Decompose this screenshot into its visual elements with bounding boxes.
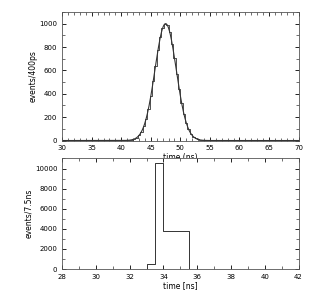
X-axis label: time [ns]: time [ns] xyxy=(163,281,198,290)
Y-axis label: events/400ps: events/400ps xyxy=(29,50,38,102)
Y-axis label: events/7.5ns: events/7.5ns xyxy=(25,189,34,239)
X-axis label: time (ns): time (ns) xyxy=(163,153,198,162)
